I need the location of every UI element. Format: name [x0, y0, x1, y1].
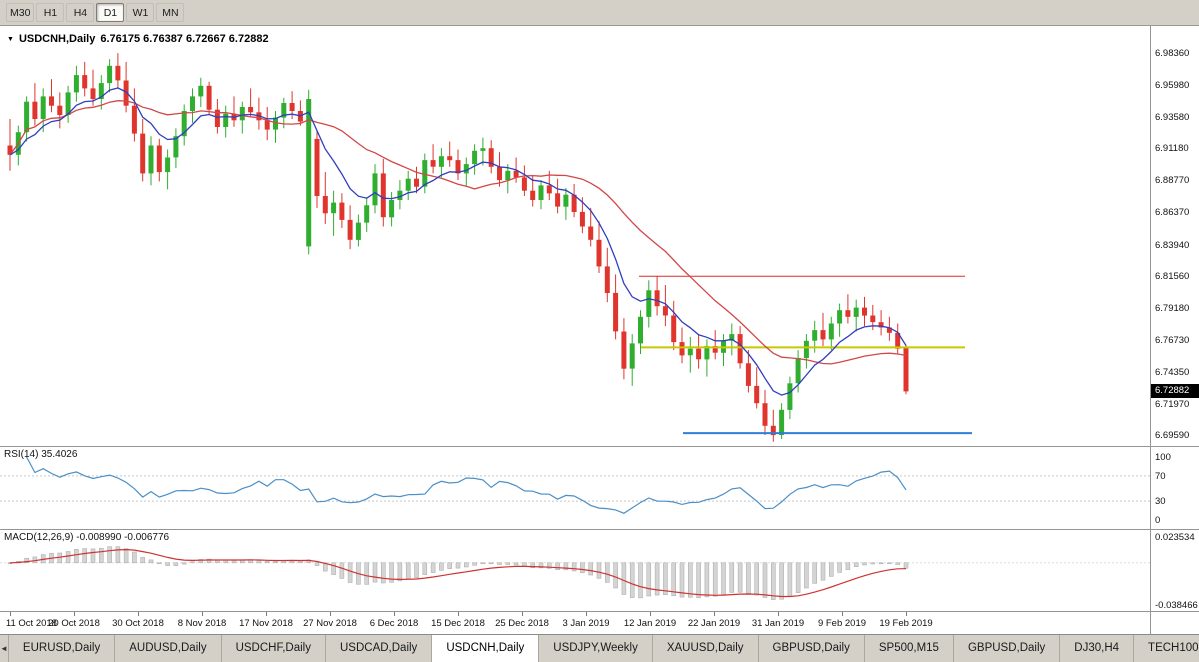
main-chart-plot[interactable]: ▼ USDCNH,Daily 6.76175 6.76387 6.72667 6… [0, 26, 1150, 447]
rsi-axis[interactable]: 100 70 30 0 [1150, 447, 1199, 530]
rsi-line [26, 456, 907, 514]
tab-gbpusd-daily[interactable]: GBPUSD,Daily [759, 635, 865, 662]
price-axis-label: 6.71970 [1155, 398, 1190, 410]
price-axis-label: 6.88770 [1155, 175, 1190, 187]
rsi-axis-label: 100 [1155, 452, 1171, 463]
time-axis-label: 31 Jan 2019 [751, 618, 805, 629]
time-axis-tick [10, 612, 11, 616]
timeframe-h4-button[interactable]: H4 [66, 3, 95, 22]
time-axis-tick [202, 612, 203, 616]
rsi-panel[interactable]: RSI(14) 35.4026 [0, 447, 1150, 530]
price-axis-label: 6.93580 [1155, 111, 1190, 123]
rsi-axis-label: 30 [1155, 496, 1166, 508]
time-axis-tick [138, 612, 139, 616]
time-axis-tick [330, 612, 331, 616]
time-axis-label: 30 Oct 2018 [112, 618, 164, 629]
time-axis-tick [74, 612, 75, 616]
time-axis-tick [266, 612, 267, 616]
time-axis-tick [586, 612, 587, 616]
price-axis-label: 6.83940 [1155, 239, 1190, 251]
chart-title-symbol: USDCNH,Daily [18, 33, 96, 45]
time-axis-tick [714, 612, 715, 616]
time-axis-tick [458, 612, 459, 616]
axis-corner [1150, 612, 1199, 634]
time-axis-label: 27 Nov 2018 [303, 618, 357, 629]
rsi-axis-label: 0 [1155, 515, 1161, 526]
price-axis-label: 6.76730 [1155, 335, 1190, 347]
timeframe-h1-button[interactable]: H1 [36, 3, 65, 22]
timeframe-d1-button[interactable]: D1 [96, 3, 125, 22]
rsi-label: RSI(14) 35.4026 [4, 449, 78, 460]
macd-axis-label: 0.023534 [1155, 532, 1195, 543]
chart-area: ▼ USDCNH,Daily 6.76175 6.76387 6.72667 6… [0, 26, 1199, 634]
tab-gbpusd-daily-2[interactable]: GBPUSD,Daily [954, 635, 1061, 662]
tab-audusd-daily[interactable]: AUDUSD,Daily [115, 635, 222, 662]
time-axis-tick [522, 612, 523, 616]
macd-signal-line [9, 548, 907, 598]
ma-fast-line [9, 87, 907, 396]
tab-sp500-m15[interactable]: SP500,M15 [865, 635, 954, 662]
price-axis-label: 6.98360 [1155, 48, 1190, 60]
time-axis-label: 17 Nov 2018 [239, 618, 293, 629]
time-axis-tick [650, 612, 651, 616]
time-axis-tick [842, 612, 843, 616]
tab-usdchf-daily[interactable]: USDCHF,Daily [222, 635, 326, 662]
time-axis-label: 22 Jan 2019 [687, 618, 741, 629]
tab-eurusd-daily[interactable]: EURUSD,Daily [9, 635, 116, 662]
tab-dj30-h4[interactable]: DJ30,H4 [1060, 635, 1135, 662]
candlesticks-layer [7, 53, 909, 442]
tab-scroll-left-button[interactable]: ◄ [0, 635, 9, 662]
macd-axis-label: -0.038466 [1155, 600, 1198, 611]
timeframe-m30-button[interactable]: M30 [6, 3, 35, 22]
macd-histogram [7, 546, 909, 600]
time-axis-label: 20 Oct 2018 [48, 618, 100, 629]
time-axis-label: 3 Jan 2019 [562, 618, 610, 629]
time-axis-label: 8 Nov 2018 [177, 618, 227, 629]
price-axis-label: 6.79180 [1155, 302, 1190, 314]
chart-title-ohlc: 6.76175 6.76387 6.72667 6.72882 [100, 33, 269, 45]
main-chart-svg [7, 53, 972, 442]
time-axis-label: 6 Dec 2018 [369, 618, 419, 629]
time-axis[interactable]: 11 Oct 2018 20 Oct 2018 30 Oct 2018 8 Nov 2… [0, 612, 1150, 634]
price-axis[interactable]: 6.98360 6.95980 6.93580 6.91180 6.88770 6.863… [1150, 26, 1199, 447]
time-axis-label: 9 Feb 2019 [817, 618, 867, 629]
tab-usdjpy-weekly[interactable]: USDJPY,Weekly [539, 635, 653, 662]
price-axis-label: 6.81560 [1155, 271, 1190, 283]
time-axis-tick [906, 612, 907, 616]
timeframe-toolbar: M30 H1 H4 D1 W1 MN [0, 0, 1199, 26]
time-axis-tick [394, 612, 395, 616]
time-axis-label: 25 Dec 2018 [495, 618, 549, 629]
tab-xauusd-daily[interactable]: XAUUSD,Daily [653, 635, 759, 662]
price-axis-label: 6.74350 [1155, 366, 1190, 378]
macd-panel[interactable]: MACD(12,26,9) -0.008990 -0.006776 [0, 530, 1150, 612]
macd-svg [0, 546, 1150, 600]
rsi-axis-label: 70 [1155, 470, 1166, 482]
macd-axis[interactable]: 0.023534 -0.038466 [1150, 530, 1199, 612]
tab-tech100[interactable]: TECH100 [1134, 635, 1199, 662]
symbol-marker-icon: ▼ [7, 35, 14, 43]
chart-tab-bar: ◄ EURUSD,Daily AUDUSD,Daily USDCHF,Daily… [0, 634, 1199, 662]
tab-usdcad-daily[interactable]: USDCAD,Daily [326, 635, 433, 662]
chart-title: ▼ USDCNH,Daily 6.76175 6.76387 6.72667 6… [7, 33, 269, 45]
current-price-badge: 6.72882 [1151, 384, 1199, 399]
time-axis-tick [778, 612, 779, 616]
price-axis-label: 6.91180 [1155, 143, 1189, 155]
timeframe-w1-button[interactable]: W1 [126, 3, 155, 22]
price-axis-label: 6.95980 [1155, 79, 1190, 91]
ma-slow-line [9, 100, 907, 365]
time-axis-label: 19 Feb 2019 [879, 618, 933, 629]
macd-label: MACD(12,26,9) -0.008990 -0.006776 [4, 532, 170, 543]
time-axis-label: 12 Jan 2019 [623, 618, 677, 629]
time-axis-label: 15 Dec 2018 [431, 618, 485, 629]
rsi-svg [0, 456, 1150, 514]
price-axis-label: 6.69590 [1155, 430, 1190, 442]
timeframe-mn-button[interactable]: MN [156, 3, 185, 22]
time-axis-label: 11 Oct 2018 [5, 618, 57, 629]
price-axis-label: 6.86370 [1155, 207, 1190, 219]
horizontal-lines-layer [639, 275, 972, 435]
tab-usdcnh-daily[interactable]: USDCNH,Daily [432, 635, 540, 662]
